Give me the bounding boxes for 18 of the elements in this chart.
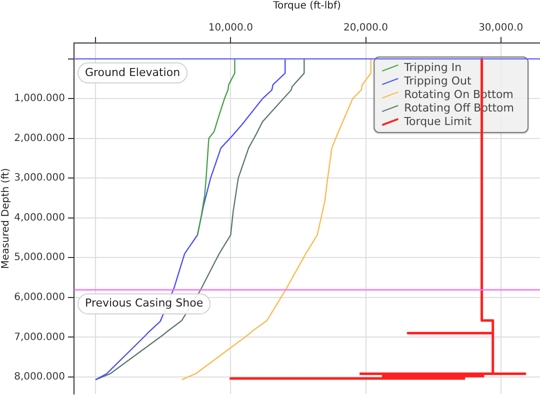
y-tick-label: 1,000.000: [14, 93, 65, 104]
legend-label: Torque Limit: [403, 114, 472, 128]
y-axis-title: Measured Depth (ft): [0, 168, 12, 269]
y-tick-label: 4,000.000: [14, 212, 65, 224]
x-tick-label: 10,000.0: [208, 22, 253, 34]
y-tick-label: 6,000.000: [14, 292, 65, 303]
y-tick-label: 3,000.000: [14, 172, 65, 184]
y-tick-label: 5,000.000: [14, 252, 65, 264]
y-tick-label: 8,000.000: [14, 372, 65, 382]
legend-label: Tripping Out: [403, 74, 472, 88]
y-tick-label: 7,000.000: [14, 332, 65, 343]
legend-label: Tripping In: [403, 60, 462, 74]
x-axis-title: Torque (ft-lbf): [272, 0, 341, 12]
x-tick-label: 20,000.0: [343, 22, 388, 34]
y-tick-label: 2,000.000: [14, 132, 65, 144]
x-tick-label: 30,000.0: [478, 22, 524, 34]
ref-line-label: Previous Casing Shoe: [85, 296, 204, 310]
ref-line-label: Ground Elevation: [85, 66, 180, 79]
